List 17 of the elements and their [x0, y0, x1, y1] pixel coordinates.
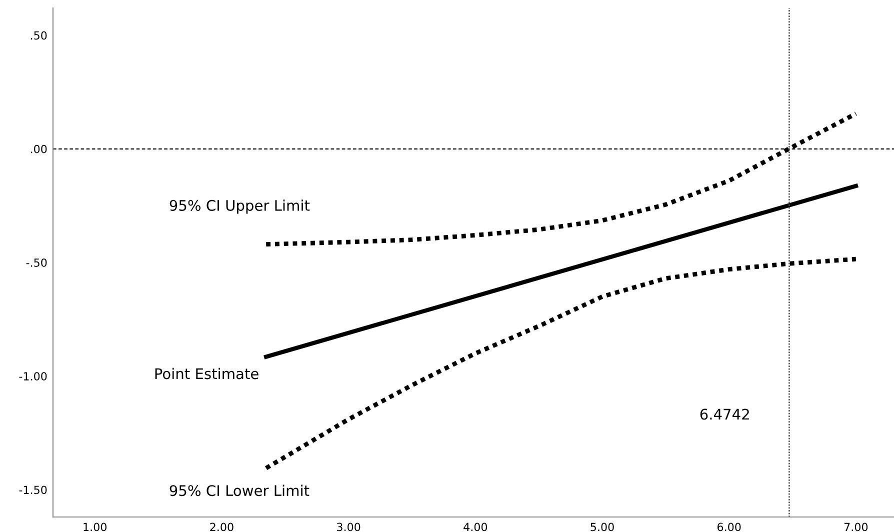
y-tick-label: .50 — [30, 31, 47, 40]
series-label: Point Estimate — [155, 368, 258, 380]
x-tick-label: 3.00 — [337, 522, 360, 532]
text: 95% CI Lower Limit — [170, 484, 310, 496]
y-tick-label: -1.00 — [19, 372, 47, 380]
y-tick-label: -1.50 — [19, 486, 47, 494]
x-tick-label: 2.00 — [210, 522, 234, 532]
x-tick-label: 4.00 — [464, 522, 488, 532]
line-series — [264, 256, 858, 470]
ref-line-label: 6.4742 — [700, 408, 749, 420]
x-tick-label: 5.00 — [590, 522, 614, 532]
y-tick-label: -.50 — [26, 258, 47, 267]
x-tick-label: 1.00 — [84, 522, 106, 532]
text: 95% CI Upper Limit — [170, 200, 310, 214]
y-tick-label: .00 — [30, 144, 47, 154]
x-tick-label: 6.00 — [718, 522, 741, 532]
x-tick-label: 7.00 — [844, 522, 868, 532]
